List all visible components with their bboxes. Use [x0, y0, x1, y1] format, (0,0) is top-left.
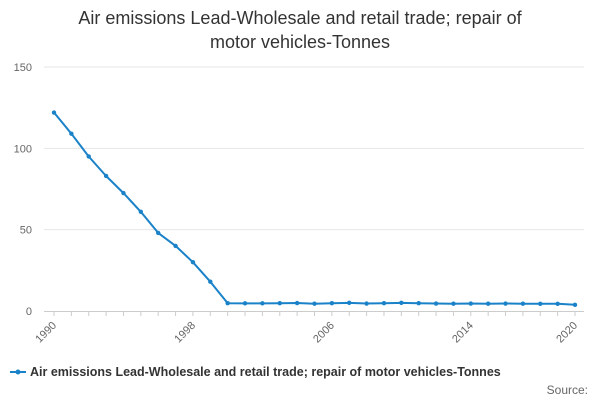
data-point-2010 [399, 300, 404, 306]
data-point-1993 [103, 173, 109, 179]
chart-title: Air emissions Lead-Wholesale and retail … [0, 6, 600, 54]
axes [44, 311, 584, 316]
data-point-2008 [364, 301, 369, 306]
data-point-2003 [277, 300, 282, 306]
data-point-2013 [451, 301, 456, 306]
data-point-2001 [242, 301, 248, 306]
data-point-1996 [156, 230, 161, 236]
y-tick-label-150: 150 [14, 62, 32, 74]
data-point-2005 [312, 301, 317, 306]
legend[interactable]: Air emissions Lead-Wholesale and retail … [10, 365, 501, 379]
data-point-2011 [416, 300, 421, 306]
x-tick-label-2020: 2020 [554, 320, 580, 346]
data-point-2007 [347, 300, 352, 306]
series-layer [51, 110, 578, 308]
data-point-1992 [86, 154, 91, 159]
chart-title-line-1: Air emissions Lead-Wholesale and retail … [78, 8, 522, 28]
data-point-2018 [538, 301, 543, 307]
data-point-1990 [51, 110, 57, 115]
data-point-2012 [433, 301, 439, 306]
chart-title-line-2: motor vehicles-Tonnes [209, 32, 391, 52]
data-point-1999 [208, 279, 213, 284]
x-tick-label-1998: 1998 [172, 320, 198, 346]
gridlines [44, 66, 584, 231]
data-point-2000 [225, 300, 230, 306]
data-point-2020 [572, 302, 578, 308]
x-tick-label-2006: 2006 [311, 320, 337, 346]
data-point-1995 [138, 209, 144, 214]
data-point-2016 [503, 301, 508, 306]
data-point-2019 [555, 301, 560, 307]
data-point-2014 [468, 301, 473, 306]
data-point-2006 [329, 300, 335, 306]
series-line-0 [53, 111, 576, 306]
data-point-2017 [520, 301, 526, 306]
data-point-2004 [294, 300, 300, 306]
y-tick-label-50: 50 [20, 225, 32, 237]
source-label: Source: [546, 383, 588, 397]
data-point-1997 [173, 243, 178, 249]
x-tick-label-1990: 1990 [33, 320, 59, 346]
y-tick-label-100: 100 [14, 143, 32, 155]
data-point-2015 [485, 301, 491, 306]
x-tick-label-2014: 2014 [450, 320, 476, 346]
data-point-1991 [69, 131, 74, 136]
data-point-2002 [260, 301, 265, 306]
legend-label: Air emissions Lead-Wholesale and retail … [30, 365, 501, 379]
legend-swatch-icon [10, 369, 26, 375]
y-tick-label-0: 0 [26, 306, 32, 318]
data-point-2009 [381, 300, 387, 306]
data-point-1998 [190, 260, 196, 265]
data-point-1994 [121, 190, 126, 196]
